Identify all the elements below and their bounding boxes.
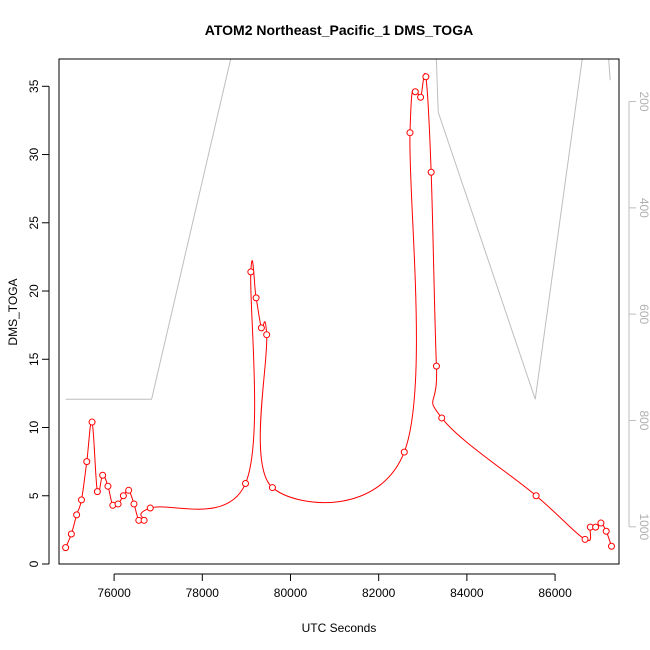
- data-point: [125, 486, 133, 494]
- data-point: [432, 362, 440, 370]
- x-axis-label: UTC Seconds: [302, 621, 377, 635]
- right-tick-label: 400: [637, 198, 650, 218]
- x-tick-label: 78000: [186, 586, 220, 600]
- data-point: [406, 129, 414, 137]
- y-tick-label: 5: [27, 492, 41, 499]
- x-axis: 76000 78000 80000 82000 84000 86000: [97, 573, 572, 600]
- x-tick-label: 82000: [362, 586, 396, 600]
- data-point: [427, 168, 435, 176]
- right-tick-label: 1000: [637, 513, 650, 540]
- x-tick-label: 80000: [274, 586, 308, 600]
- data-point: [417, 93, 425, 101]
- data-point: [104, 482, 112, 490]
- y-axis: 0 5 10 15 20 25 30 35: [27, 79, 50, 567]
- y-axis-label: DMS_TOGA: [6, 278, 20, 345]
- data-point: [130, 500, 138, 508]
- data-point: [73, 511, 81, 519]
- data-point: [581, 535, 589, 543]
- data-point: [422, 73, 430, 81]
- data-point: [247, 268, 255, 276]
- data-point: [93, 488, 101, 496]
- data-point: [268, 484, 276, 492]
- data-point: [252, 294, 260, 302]
- data-point: [263, 331, 271, 339]
- right-tick-label: 600: [637, 304, 650, 324]
- depth-series: [65, 59, 611, 400]
- data-point: [114, 500, 122, 508]
- data-point: [592, 523, 600, 531]
- data-point: [62, 544, 70, 552]
- right-axis: 200 400 600 800 1000: [628, 92, 650, 540]
- dms-line: [65, 73, 612, 548]
- y-tick-label: 20: [27, 284, 41, 298]
- data-point: [438, 414, 446, 422]
- y-tick-label: 10: [27, 421, 41, 435]
- depth-line: [65, 59, 611, 400]
- data-point: [140, 516, 148, 524]
- data-point: [400, 448, 408, 456]
- chart-title: ATOM2 Northeast_Pacific_1 DMS_TOGA: [205, 22, 473, 38]
- data-point: [242, 479, 250, 487]
- y-tick-label: 15: [27, 352, 41, 366]
- data-point: [597, 519, 605, 527]
- x-tick-label: 84000: [450, 586, 484, 600]
- right-tick-label: 200: [637, 92, 650, 112]
- x-tick-label: 86000: [538, 586, 572, 600]
- data-point: [257, 324, 265, 332]
- data-point: [532, 492, 540, 500]
- data-point: [602, 527, 610, 535]
- data-point: [119, 492, 127, 500]
- right-tick-label: 800: [637, 410, 650, 430]
- data-point: [99, 471, 107, 479]
- data-point: [67, 530, 75, 538]
- x-tick-label: 76000: [97, 586, 131, 600]
- y-tick-label: 25: [27, 216, 41, 230]
- dms-series: [62, 73, 616, 552]
- data-point: [411, 88, 419, 96]
- data-point: [83, 458, 91, 466]
- y-tick-label: 30: [27, 148, 41, 162]
- y-tick-label: 0: [27, 560, 41, 567]
- data-point: [77, 496, 85, 504]
- data-point: [608, 542, 616, 550]
- plot-frame: [58, 58, 620, 565]
- data-point: [88, 418, 96, 426]
- data-point: [146, 504, 154, 512]
- y-tick-label: 35: [27, 79, 41, 93]
